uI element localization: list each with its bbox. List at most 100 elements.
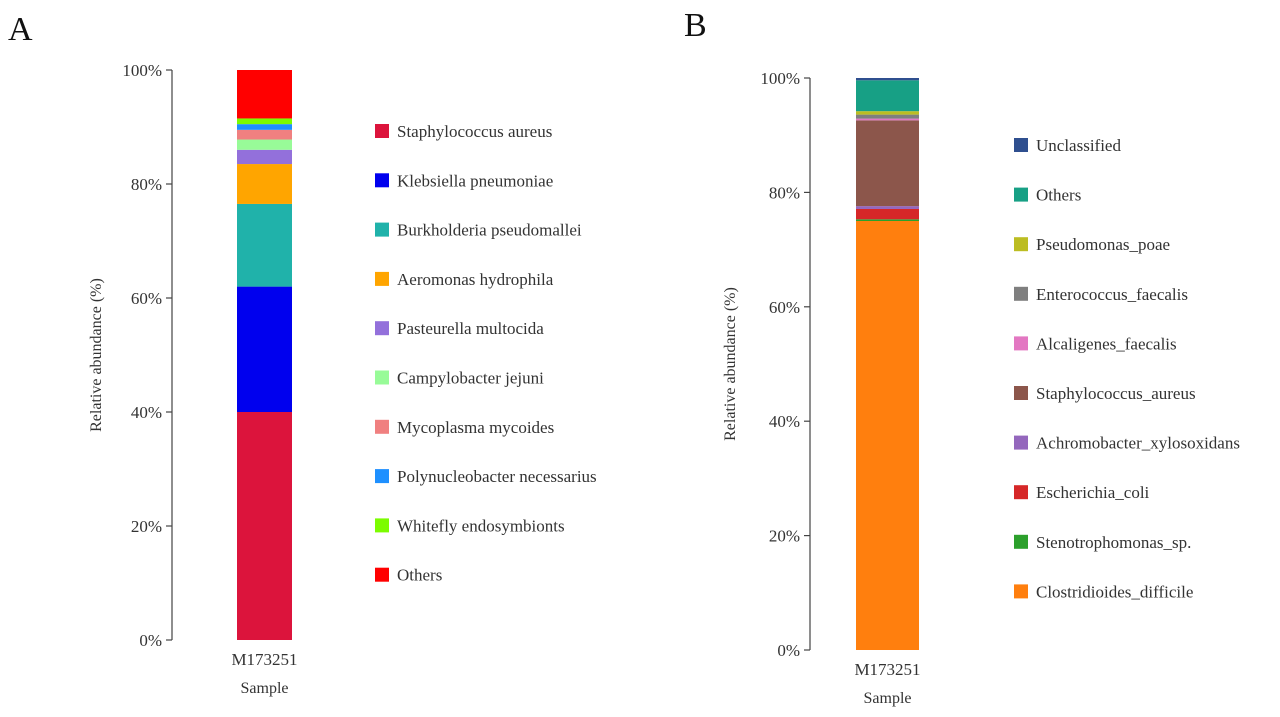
- legend-item: Polynucleobacter necessarius: [375, 467, 597, 486]
- legend-item: Escherichia_coli: [1014, 483, 1150, 502]
- y-tick-label: 100%: [760, 69, 800, 88]
- legend-label: Polynucleobacter necessarius: [397, 467, 597, 486]
- legend-item: Others: [1014, 186, 1081, 205]
- y-tick-label: 80%: [131, 175, 162, 194]
- x-axis-title: Sample: [864, 690, 912, 707]
- y-tick-label: 40%: [131, 403, 162, 422]
- legend-label: Mycoplasma mycoides: [397, 418, 554, 437]
- legend-item: Aeromonas hydrophila: [375, 270, 554, 289]
- bar-segment: [237, 164, 292, 204]
- bar-segment: [856, 78, 919, 81]
- legend-label: Alcaligenes_faecalis: [1036, 334, 1177, 353]
- legend-swatch: [375, 370, 389, 385]
- bar-segment: [237, 139, 292, 150]
- bar-segment: [237, 203, 292, 287]
- legend-item: Alcaligenes_faecalis: [1014, 334, 1177, 353]
- y-tick-label: 80%: [769, 183, 800, 202]
- legend-swatch: [1014, 336, 1028, 351]
- bar-segment: [856, 208, 919, 220]
- y-tick-label: 0%: [777, 641, 800, 660]
- bar-segment: [856, 219, 919, 221]
- legend-label: Unclassified: [1036, 136, 1121, 155]
- x-category-label: M173251: [231, 650, 297, 669]
- bar-segment: [856, 111, 919, 115]
- legend-swatch: [1014, 584, 1028, 599]
- y-tick-label: 20%: [131, 517, 162, 536]
- legend-label: Pseudomonas_poae: [1036, 235, 1170, 254]
- legend-swatch: [1014, 286, 1028, 301]
- legend-swatch: [375, 124, 389, 138]
- legend-swatch: [375, 518, 389, 533]
- y-tick-label: 100%: [122, 61, 162, 80]
- legend-item: Clostridioides_difficile: [1014, 582, 1193, 601]
- legend-label: Campylobacter jejuni: [397, 369, 544, 388]
- legend-label: Burkholderia pseudomallei: [397, 221, 582, 240]
- legend-swatch: [375, 469, 389, 484]
- legend-swatch: [1014, 187, 1028, 202]
- legend-item: Pseudomonas_poae: [1014, 235, 1170, 254]
- bar-segment: [237, 70, 292, 119]
- panel-a: A 0% 20% 40% 60% 80% 100% Relative abundance (%…: [8, 11, 597, 697]
- y-tick-label: 60%: [131, 289, 162, 308]
- bar-segment: [856, 120, 919, 207]
- legend-item: Pasteurella multocida: [375, 319, 544, 338]
- legend-swatch: [1014, 435, 1028, 450]
- legend-label: Klebsiella pneumoniae: [397, 171, 553, 190]
- bar-segment: [856, 114, 919, 119]
- legend-label: Staphylococcus_aureus: [1036, 384, 1196, 403]
- legend-swatch: [375, 567, 389, 582]
- bar-segment: [237, 124, 292, 130]
- legend-item: Burkholderia pseudomallei: [375, 221, 582, 240]
- legend-swatch: [375, 419, 389, 434]
- legend-label: Clostridioides_difficile: [1036, 582, 1193, 601]
- legend-item: Achromobacter_xylosoxidans: [1014, 434, 1240, 453]
- bar-segment: [237, 149, 292, 165]
- legend-item: Stenotrophomonas_sp.: [1014, 533, 1191, 552]
- legend-item: Mycoplasma mycoides: [375, 418, 554, 437]
- legend-label: Aeromonas hydrophila: [397, 270, 554, 289]
- legend-label: Achromobacter_xylosoxidans: [1036, 434, 1240, 453]
- legend-label: Pasteurella multocida: [397, 319, 544, 338]
- y-axis-title: Relative abundance (%): [88, 278, 105, 432]
- panel-label: A: [8, 11, 33, 48]
- y-tick-label: 0%: [139, 631, 162, 650]
- legend-label: Stenotrophomonas_sp.: [1036, 533, 1191, 552]
- bar-segment: [237, 286, 292, 412]
- legend-swatch: [375, 222, 389, 237]
- legend-item: Klebsiella pneumoniae: [375, 171, 553, 190]
- legend-item: Others: [375, 566, 442, 585]
- panel-label: B: [684, 7, 707, 44]
- bar-segment: [856, 221, 919, 650]
- legend-item: Staphylococcus aureus: [375, 122, 552, 141]
- legend-item: Enterococcus_faecalis: [1014, 285, 1188, 304]
- legend-label: Staphylococcus aureus: [397, 122, 552, 141]
- panel-b: B 0% 20% 40% 60% 80% 100% Relative abundance (%…: [684, 7, 1240, 707]
- y-axis-title: Relative abundance (%): [722, 287, 739, 441]
- legend-item: Whitefly endosymbionts: [375, 516, 565, 535]
- legend-label: Enterococcus_faecalis: [1036, 285, 1188, 304]
- bar-segment: [856, 118, 919, 121]
- legend-swatch: [375, 271, 389, 286]
- legend-label: Others: [1036, 186, 1081, 205]
- y-tick-label: 20%: [769, 527, 800, 546]
- legend-swatch: [375, 321, 389, 336]
- bar-segment: [856, 206, 919, 209]
- legend-label: Others: [397, 566, 442, 585]
- x-axis-title: Sample: [241, 680, 289, 697]
- legend-label: Whitefly endosymbionts: [397, 516, 565, 535]
- bar-segment: [237, 412, 292, 640]
- legend-swatch: [1014, 138, 1028, 152]
- bar-segment: [237, 129, 292, 140]
- legend-swatch: [375, 173, 389, 188]
- legend-item: Campylobacter jejuni: [375, 369, 544, 388]
- bar-segment: [237, 118, 292, 125]
- legend-swatch: [1014, 237, 1028, 252]
- y-tick-label: 40%: [769, 412, 800, 431]
- legend-swatch: [1014, 534, 1028, 549]
- legend-item: Unclassified: [1014, 136, 1121, 155]
- legend-swatch: [1014, 485, 1028, 500]
- x-category-label: M173251: [854, 660, 920, 679]
- bar-segment: [856, 80, 919, 112]
- legend-swatch: [1014, 386, 1028, 400]
